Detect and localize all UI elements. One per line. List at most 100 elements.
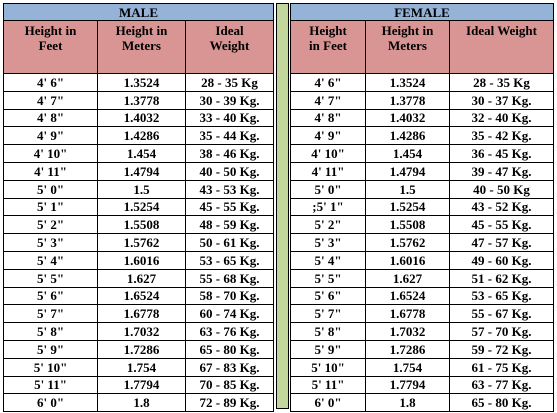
data-row: 5' 11" 1.7794 70 - 85 Kg.: [3, 375, 275, 395]
table-cell: 63 - 77 Kg.: [449, 375, 554, 395]
table-cell: 1.6778: [97, 304, 186, 324]
table-cell: 5' 3": [3, 233, 98, 252]
table-cell: 1.454: [97, 144, 186, 163]
separator: [276, 3, 289, 409]
data-row: 4' 7" 1.3778 30 - 39 Kg.: [3, 90, 275, 110]
table-cell: 5' 7": [290, 304, 366, 324]
table-cell: 55 - 67 Kg.: [449, 304, 554, 324]
table-cell: 1.4032: [365, 108, 450, 128]
table-cell: 5' 3": [290, 233, 366, 252]
table-cell: 70 - 85 Kg.: [184, 375, 275, 395]
table-cell: 5' 5": [290, 268, 366, 288]
data-row: 5' 3" 1.5762 50 - 61 Kg.: [3, 233, 275, 252]
table-cell: 1.7286: [365, 339, 450, 359]
data-row: 5' 7" 1.6778 60 - 74 Kg.: [3, 304, 275, 324]
table-cell: 5' 0": [290, 179, 366, 199]
table-cell: 1.7032: [97, 322, 186, 341]
table-cell: 4' 11": [3, 161, 98, 181]
data-row: 5' 8" 1.7032 57 - 70 Kg.: [290, 322, 554, 341]
table-cell: 4' 9": [290, 126, 366, 146]
table-cell: 6' 0": [290, 393, 366, 413]
data-row: 4' 11" 1.4794 39 - 47 Kg.: [290, 161, 554, 181]
table-cell: 5' 10": [290, 357, 366, 377]
table-cell: 1.6016: [365, 250, 450, 270]
column-header: Ideal Weight: [184, 20, 275, 74]
table-cell: 28 - 35 Kg: [449, 73, 554, 92]
data-row: 5' 5" 1.627 51 - 62 Kg.: [290, 268, 554, 288]
table-cell: 4' 8": [290, 108, 366, 128]
table-cell: 35 - 42 Kg.: [449, 126, 554, 146]
data-row: 5' 1" 1.5254 45 - 55 Kg.: [3, 197, 275, 217]
table-cell: 1.4794: [97, 161, 186, 181]
table-cell: 59 - 72 Kg.: [449, 339, 554, 359]
table-cell: 1.6524: [365, 286, 450, 306]
table-cell: 43 - 53 Kg.: [184, 179, 275, 199]
data-row: 4' 10" 1.454 36 - 45 Kg.: [290, 144, 554, 163]
table-cell: 1.4032: [97, 108, 186, 128]
data-row: ;5' 1" 1.5254 43 - 52 Kg.: [290, 197, 554, 217]
table-cell: 55 - 68 Kg.: [184, 268, 275, 288]
table-cell: 30 - 39 Kg.: [184, 90, 275, 110]
table-cell: 4' 6": [290, 73, 366, 92]
table-cell: 1.3524: [365, 73, 450, 92]
table-cell: 1.6524: [97, 286, 186, 306]
data-row: 5' 10" 1.754 67 - 83 Kg.: [3, 357, 275, 377]
table-cell: 40 - 50 Kg: [449, 179, 554, 199]
data-row: 5' 7" 1.6778 55 - 67 Kg.: [290, 304, 554, 324]
data-row: 5' 0" 1.5 43 - 53 Kg.: [3, 179, 275, 199]
table-cell: 32 - 40 Kg.: [449, 108, 554, 128]
table-cell: 1.4286: [365, 126, 450, 146]
table-cell: 5' 8": [3, 322, 98, 341]
data-row: 5' 4" 1.6016 53 - 65 Kg.: [3, 250, 275, 270]
table-cell: 53 - 65 Kg.: [184, 250, 275, 270]
table-cell: 61 - 75 Kg.: [449, 357, 554, 377]
data-row: 5' 11" 1.7794 63 - 77 Kg.: [290, 375, 554, 395]
table-cell: 50 - 61 Kg.: [184, 233, 275, 252]
table-cell: 5' 8": [290, 322, 366, 341]
table-cell: 65 - 80 Kg.: [449, 393, 554, 413]
table-cell: 1.5762: [365, 233, 450, 252]
table-cell: 67 - 83 Kg.: [184, 357, 275, 377]
data-row: 4' 7" 1.3778 30 - 37 Kg.: [290, 90, 554, 110]
data-row: 5' 4" 1.6016 49 - 60 Kg.: [290, 250, 554, 270]
table-cell: 4' 8": [3, 108, 98, 128]
data-row: 4' 11" 1.4794 40 - 50 Kg.: [3, 161, 275, 181]
column-header: Height in Meters: [365, 20, 450, 74]
data-row: 6' 0" 1.8 65 - 80 Kg.: [290, 393, 554, 413]
table-cell: 1.7794: [365, 375, 450, 395]
column-header: Ideal Weight: [449, 20, 554, 74]
table-cell: 39 - 47 Kg.: [449, 161, 554, 181]
table-cell: 1.627: [365, 268, 450, 288]
data-row: 5' 2" 1.5508 45 - 55 Kg.: [290, 215, 554, 235]
table-cell: 4' 7": [3, 90, 98, 110]
table-cell: 1.5: [97, 179, 186, 199]
title-row: MALE: [2, 3, 275, 21]
table-cell: 6' 0": [3, 393, 98, 413]
table-cell: 1.5254: [365, 197, 450, 217]
table-cell: 5' 10": [3, 357, 98, 377]
data-row: 5' 6" 1.6524 58 - 70 Kg.: [3, 286, 275, 306]
table-cell: 1.5762: [97, 233, 186, 252]
table-cell: 30 - 37 Kg.: [449, 90, 554, 110]
table-cell: 65 - 80 Kg.: [184, 339, 275, 359]
table-cell: 33 - 40 Kg.: [184, 108, 275, 128]
table-cell: 51 - 62 Kg.: [449, 268, 554, 288]
data-row: 5' 2" 1.5508 48 - 59 Kg.: [3, 215, 275, 235]
data-row: 5' 9" 1.7286 65 - 80 Kg.: [3, 339, 275, 359]
data-row: 4' 10" 1.454 38 - 46 Kg.: [3, 144, 275, 163]
male-table: MALE Height in Feet Height in Meters Ideal …: [2, 3, 275, 413]
table-cell: 72 - 89 Kg.: [184, 393, 275, 413]
table-cell: 1.5508: [97, 215, 186, 235]
data-row: 4' 8" 1.4032 33 - 40 Kg.: [3, 108, 275, 128]
table-cell: 57 - 70 Kg.: [449, 322, 554, 341]
table-cell: 4' 11": [290, 161, 366, 181]
table-cell: 1.3524: [97, 73, 186, 92]
table-cell: 1.3778: [365, 90, 450, 110]
table-cell: 43 - 52 Kg.: [449, 197, 554, 217]
table-cell: 1.5: [365, 179, 450, 199]
data-row: 4' 9" 1.4286 35 - 44 Kg.: [3, 126, 275, 146]
data-row: 5' 6" 1.6524 53 - 65 Kg.: [290, 286, 554, 306]
data-row: 5' 5" 1.627 55 - 68 Kg.: [3, 268, 275, 288]
table-cell: 60 - 74 Kg.: [184, 304, 275, 324]
